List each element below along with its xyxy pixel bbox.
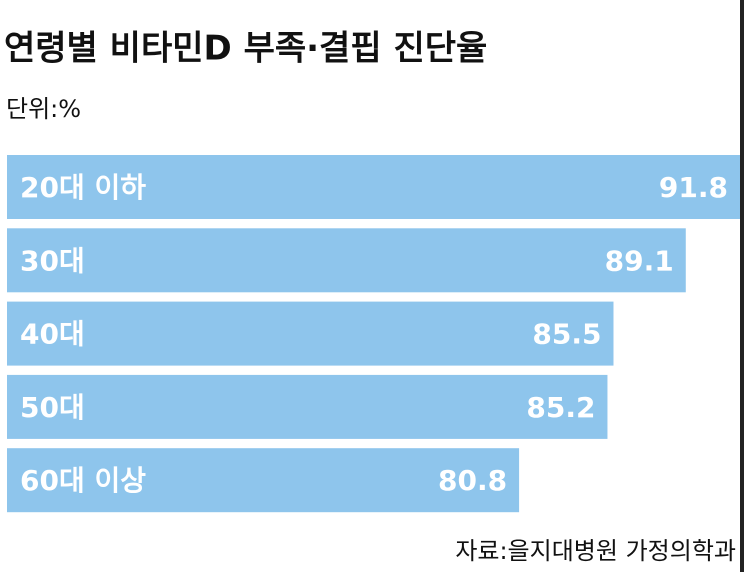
category-label: 30대 — [20, 244, 85, 277]
value-label: 85.5 — [532, 318, 601, 351]
category-label: 60대 이상 — [20, 464, 146, 497]
unit-label: 단위:% — [6, 95, 81, 123]
category-label: 20대 이하 — [20, 171, 146, 204]
frame-edge — [740, 0, 744, 572]
value-label: 80.8 — [438, 464, 507, 497]
bar — [7, 374, 608, 439]
bar — [7, 301, 614, 366]
chart-title: 연령별 비타민D 부족·결핍 진단율 — [4, 29, 487, 69]
source: 자료:을지대병원 가정의학과 — [455, 537, 736, 565]
bar — [7, 228, 686, 293]
value-label: 89.1 — [605, 244, 674, 277]
bar — [7, 155, 740, 219]
value-label: 91.8 — [659, 171, 728, 204]
value-label: 85.2 — [526, 391, 595, 424]
category-label: 50대 — [20, 391, 85, 424]
category-label: 40대 — [20, 318, 85, 351]
bar — [7, 448, 520, 513]
